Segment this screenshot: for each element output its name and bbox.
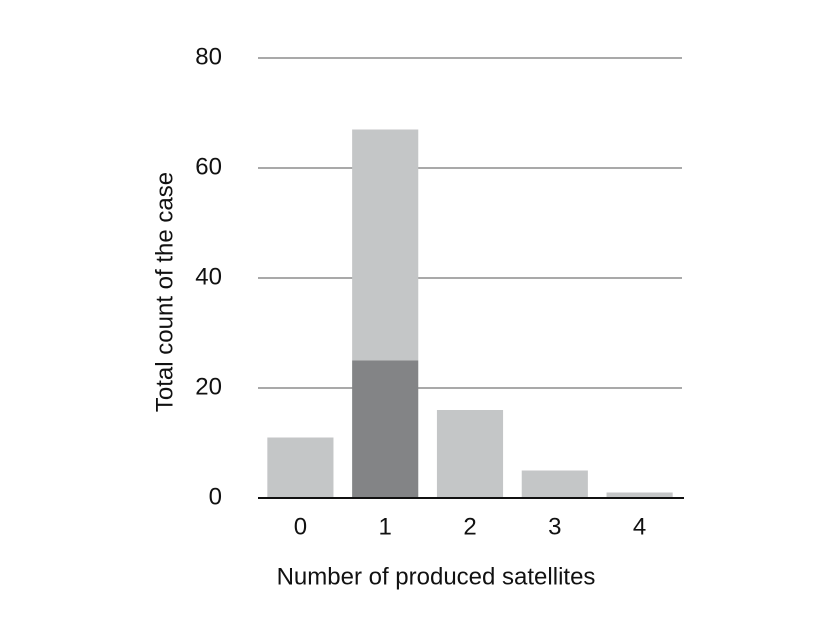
bar-segment [436,410,504,498]
x-axis-title: Number of produced satellites [277,563,596,590]
y-tick-label: 40 [195,263,222,290]
y-tick-label: 20 [195,373,222,400]
x-tick-label: 2 [463,513,476,540]
x-tick-label: 1 [379,513,392,540]
bar-segment [352,129,419,361]
y-tick-label: 0 [209,483,222,510]
x-tick-label: 3 [548,513,561,540]
bar-segment [521,470,588,498]
y-axis-title: Total count of the case [151,172,178,412]
y-tick-label: 60 [195,153,222,180]
bar-segment [352,360,419,498]
y-tick-label: 80 [195,43,222,70]
x-tick-label: 0 [294,513,307,540]
x-tick-label: 4 [633,513,646,540]
bar-segment [606,492,673,498]
bar-segment [267,437,334,498]
